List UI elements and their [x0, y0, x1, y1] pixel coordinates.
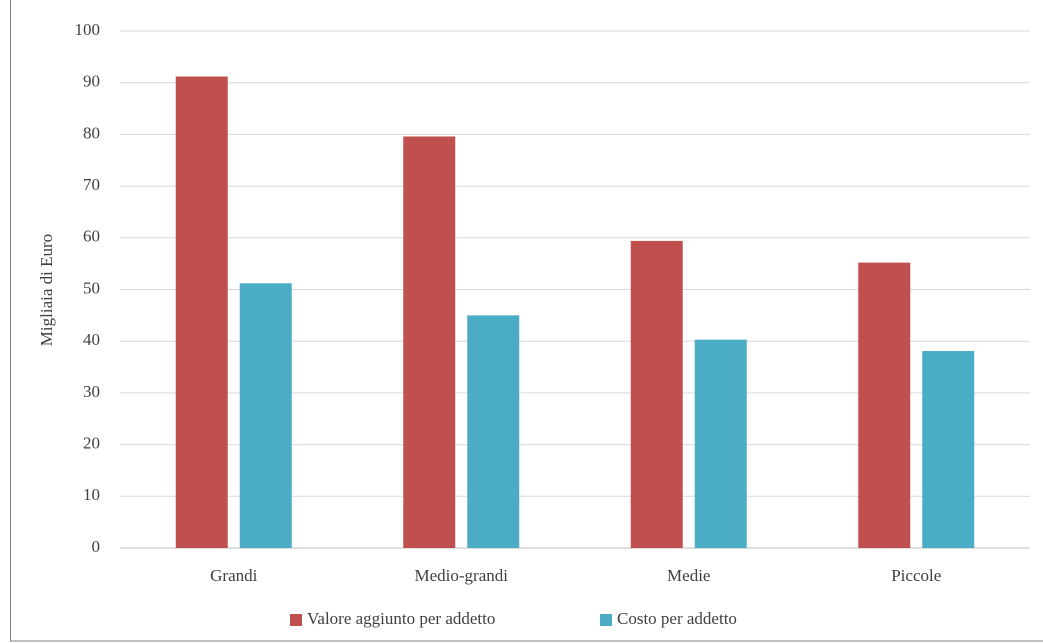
- y-tick-label: 90: [83, 72, 100, 91]
- y-tick-label: 10: [83, 485, 100, 504]
- frame: [10, 0, 1043, 642]
- x-tick-label: Medio-grandi: [415, 566, 509, 585]
- y-axis-label: Migliaia di Euro: [37, 234, 56, 346]
- y-tick-label: 70: [83, 175, 100, 194]
- y-tick-label: 100: [75, 20, 101, 39]
- bar: [403, 136, 456, 548]
- legend-label: Costo per addetto: [617, 609, 737, 628]
- y-tick-label: 50: [83, 278, 100, 297]
- y-tick-label: 20: [83, 434, 100, 453]
- bar: [694, 339, 747, 548]
- bar: [630, 240, 683, 549]
- y-tick-label: 80: [83, 123, 100, 142]
- bar: [858, 262, 911, 548]
- x-tick-label: Grandi: [210, 566, 257, 585]
- bar: [239, 283, 292, 548]
- x-tick-label: Piccole: [891, 566, 941, 585]
- y-tick-label: 40: [83, 330, 100, 349]
- legend-label: Valore aggiunto per addetto: [307, 609, 495, 628]
- y-tick-label: 30: [83, 382, 100, 401]
- legend-swatch: [290, 614, 302, 626]
- legend-swatch: [600, 614, 612, 626]
- y-tick-label: 60: [83, 227, 100, 246]
- bar: [467, 315, 520, 548]
- bar: [922, 351, 975, 548]
- y-tick-label: 0: [92, 537, 101, 556]
- x-tick-label: Medie: [667, 566, 710, 585]
- bar: [175, 76, 228, 548]
